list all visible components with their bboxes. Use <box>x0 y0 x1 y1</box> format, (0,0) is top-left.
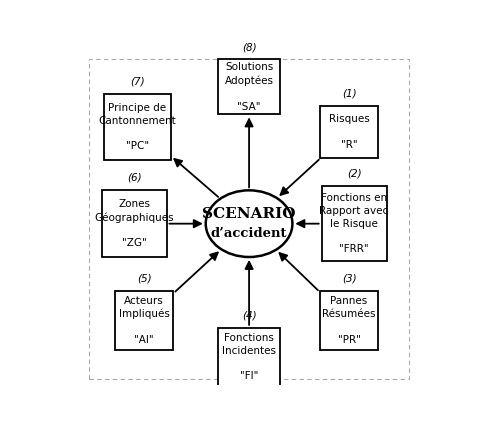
Text: d’accident: d’accident <box>211 227 287 240</box>
Text: Fonctions en
Rapport avec
le Risque

"FRR": Fonctions en Rapport avec le Risque "FRR… <box>319 193 389 254</box>
Bar <box>320 291 378 349</box>
Text: Principe de
Cantonnement

"PC": Principe de Cantonnement "PC" <box>99 103 176 151</box>
Bar <box>102 191 167 257</box>
Text: Zones
Géographiques

"ZG": Zones Géographiques "ZG" <box>94 199 174 248</box>
Text: (4): (4) <box>242 310 257 320</box>
Bar <box>218 59 280 114</box>
Bar <box>218 328 280 386</box>
Text: (6): (6) <box>127 173 141 183</box>
Text: Pannes
Résumées

"PR": Pannes Résumées "PR" <box>322 296 376 345</box>
Bar <box>322 186 386 261</box>
Text: Acteurs
Impliqués

"AI": Acteurs Impliqués "AI" <box>119 296 170 345</box>
Text: (5): (5) <box>137 274 151 284</box>
Ellipse shape <box>206 191 293 257</box>
Text: Risques

"R": Risques "R" <box>329 114 369 150</box>
Text: Fonctions
Incidentes

"FI": Fonctions Incidentes "FI" <box>222 333 276 381</box>
Text: (7): (7) <box>130 76 145 86</box>
Text: (1): (1) <box>342 89 356 99</box>
Bar <box>115 291 173 349</box>
Bar <box>320 106 378 158</box>
Text: (3): (3) <box>342 274 356 284</box>
Text: (2): (2) <box>347 169 362 179</box>
Text: Solutions
Adoptées

"SA": Solutions Adoptées "SA" <box>225 62 274 112</box>
Text: SCENARIO: SCENARIO <box>202 207 296 221</box>
Bar <box>104 94 171 160</box>
Text: (8): (8) <box>242 42 257 52</box>
